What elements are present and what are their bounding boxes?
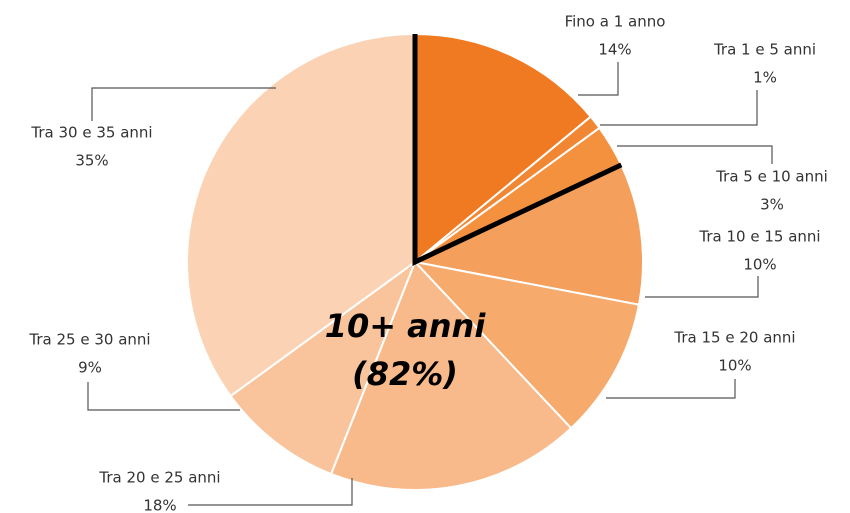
pie [186,32,644,491]
pie-slice [186,32,416,398]
pie-slice [412,260,641,430]
pie-slice [229,259,418,476]
annotation: (82%) [352,355,458,393]
leader-line [645,276,759,298]
pie-slice [414,32,593,265]
slice-label: Tra 15 e 20 anni [673,329,795,347]
highlight-outline [412,34,623,266]
slice-label: Tra 25 e 30 anni [28,331,150,349]
slice-label: Tra 5 e 10 anni [715,168,828,186]
leader-line [91,87,276,121]
slice-value-label: 35% [75,152,108,170]
leader-line [188,478,353,506]
annotation: 10+ anni [325,307,487,345]
slice-label: Fino a 1 anno [565,13,666,31]
leader-line [606,379,736,399]
slice-value-label: 3% [760,196,784,214]
slice-value-label: 18% [143,497,176,513]
slice-value-label: 10% [743,256,776,274]
slice-value-label: 10% [718,357,751,375]
slice-label: Tra 1 e 5 anni [713,41,816,59]
slice-label: Tra 20 e 25 anni [98,469,220,487]
slice-value-label: 14% [598,41,631,59]
leader-line [600,90,758,126]
leader-line [578,62,619,96]
slice-value-label: 9% [78,359,102,377]
slice-value-label: 1% [753,69,777,87]
slice-label: Tra 30 e 35 anni [30,124,152,142]
leader-line [87,382,240,411]
pie-slice [329,260,573,491]
pie-slice [411,163,644,306]
leader-line [617,145,773,164]
slice-label: Tra 10 e 15 anni [698,228,820,246]
